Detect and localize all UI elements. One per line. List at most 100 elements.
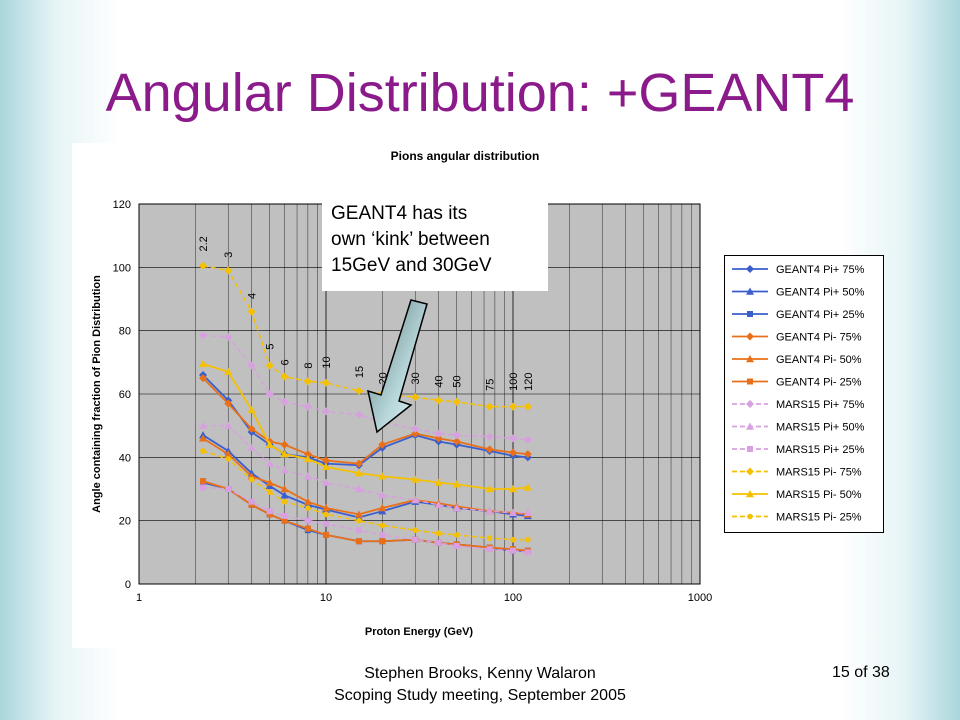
data-point xyxy=(523,508,532,516)
y-tick-label: 0 xyxy=(125,579,131,591)
energy-label: 50 xyxy=(452,375,464,387)
data-point xyxy=(224,266,233,275)
data-point xyxy=(485,402,494,411)
data-point xyxy=(281,498,288,505)
data-point xyxy=(523,402,532,411)
data-point xyxy=(525,536,531,543)
data-point xyxy=(378,504,387,512)
data-point xyxy=(746,422,754,430)
data-point xyxy=(355,538,362,545)
data-point xyxy=(354,485,363,493)
data-point xyxy=(746,265,754,273)
data-point xyxy=(248,476,255,483)
data-point xyxy=(411,424,420,433)
data-point xyxy=(510,547,516,554)
legend-label: MARS15 Pi- 50% xyxy=(776,489,862,501)
data-point xyxy=(199,331,208,340)
data-point xyxy=(434,396,443,405)
legend-entry: GEANT4 Pi+ 50% xyxy=(732,287,865,299)
data-point xyxy=(412,527,419,533)
data-point xyxy=(378,472,387,480)
data-point xyxy=(304,525,311,532)
x-tick-label: 10 xyxy=(320,592,332,604)
data-point xyxy=(303,450,312,459)
data-point xyxy=(356,517,362,524)
energy-label: 40 xyxy=(434,375,446,387)
data-point xyxy=(224,333,233,341)
energy-label: 120 xyxy=(523,372,535,390)
data-point xyxy=(322,407,330,416)
data-point xyxy=(200,478,207,485)
data-point xyxy=(434,429,443,438)
kink-callout: GEANT4 has its own ‘kink’ between 15GeV … xyxy=(322,199,548,291)
data-point xyxy=(303,472,312,480)
data-point xyxy=(200,448,206,454)
data-point xyxy=(747,513,753,520)
data-point xyxy=(509,434,517,443)
data-point xyxy=(411,429,420,438)
data-point xyxy=(280,491,289,499)
y-tick-label: 20 xyxy=(119,516,131,528)
legend-entry: MARS15 Pi+ 25% xyxy=(732,444,865,456)
data-point xyxy=(453,543,460,549)
data-point xyxy=(412,536,419,543)
legend-label: GEANT4 Pi+ 25% xyxy=(776,309,865,321)
data-point xyxy=(509,485,517,493)
legend-label: GEANT4 Pi- 75% xyxy=(776,332,862,344)
series-11 xyxy=(200,448,531,543)
energy-label: 3 xyxy=(223,252,235,258)
y-tick-label: 60 xyxy=(119,389,131,401)
series-8 xyxy=(200,484,531,556)
data-point xyxy=(452,504,461,512)
data-point xyxy=(265,440,274,448)
data-point xyxy=(200,484,207,491)
data-point xyxy=(280,372,289,381)
energy-label: 4 xyxy=(247,293,259,299)
data-point xyxy=(265,361,274,370)
data-point xyxy=(303,454,312,463)
data-point xyxy=(485,485,494,493)
data-point xyxy=(280,466,289,474)
series-10 xyxy=(199,359,532,493)
data-point xyxy=(199,261,208,270)
data-point xyxy=(281,512,288,519)
data-point xyxy=(248,498,255,505)
data-point xyxy=(199,359,208,368)
energy-label: 5 xyxy=(265,344,277,350)
series-9 xyxy=(199,261,532,411)
data-point xyxy=(379,522,386,529)
data-point xyxy=(280,440,289,449)
data-point xyxy=(509,448,517,457)
data-point xyxy=(378,440,387,449)
data-point xyxy=(509,508,517,516)
data-point xyxy=(747,311,753,317)
x-tick-label: 1 xyxy=(136,592,142,604)
data-point xyxy=(486,535,493,541)
data-point xyxy=(199,434,208,442)
series-3 xyxy=(199,374,532,468)
data-point xyxy=(247,361,256,370)
data-point xyxy=(435,539,442,546)
data-point xyxy=(323,520,329,527)
legend-entry: GEANT4 Pi- 75% xyxy=(732,332,862,344)
legend-entry: MARS15 Pi+ 50% xyxy=(732,422,865,434)
data-point xyxy=(485,507,494,515)
energy-label: 100 xyxy=(508,372,520,390)
data-point xyxy=(411,393,420,402)
legend-label: MARS15 Pi- 75% xyxy=(776,467,862,479)
data-point xyxy=(485,432,494,441)
data-point xyxy=(354,510,363,518)
legend-label: MARS15 Pi+ 25% xyxy=(776,444,865,456)
data-point xyxy=(224,367,233,376)
x-tick-label: 1000 xyxy=(688,592,712,604)
legend-entry: MARS15 Pi+ 75% xyxy=(732,399,865,411)
data-point xyxy=(265,390,274,398)
legend-label: GEANT4 Pi+ 50% xyxy=(776,287,865,299)
legend-panel: GEANT4 Pi+ 75% GEANT4 Pi+ 50% GEANT4 Pi+ 2… xyxy=(724,255,884,533)
data-point xyxy=(523,450,532,459)
footer-meeting: Scoping Study meeting, September 2005 xyxy=(334,687,626,704)
data-point xyxy=(247,443,256,452)
data-point xyxy=(280,397,289,406)
data-point xyxy=(280,485,289,493)
callout-line-1: GEANT4 has its xyxy=(331,203,468,224)
